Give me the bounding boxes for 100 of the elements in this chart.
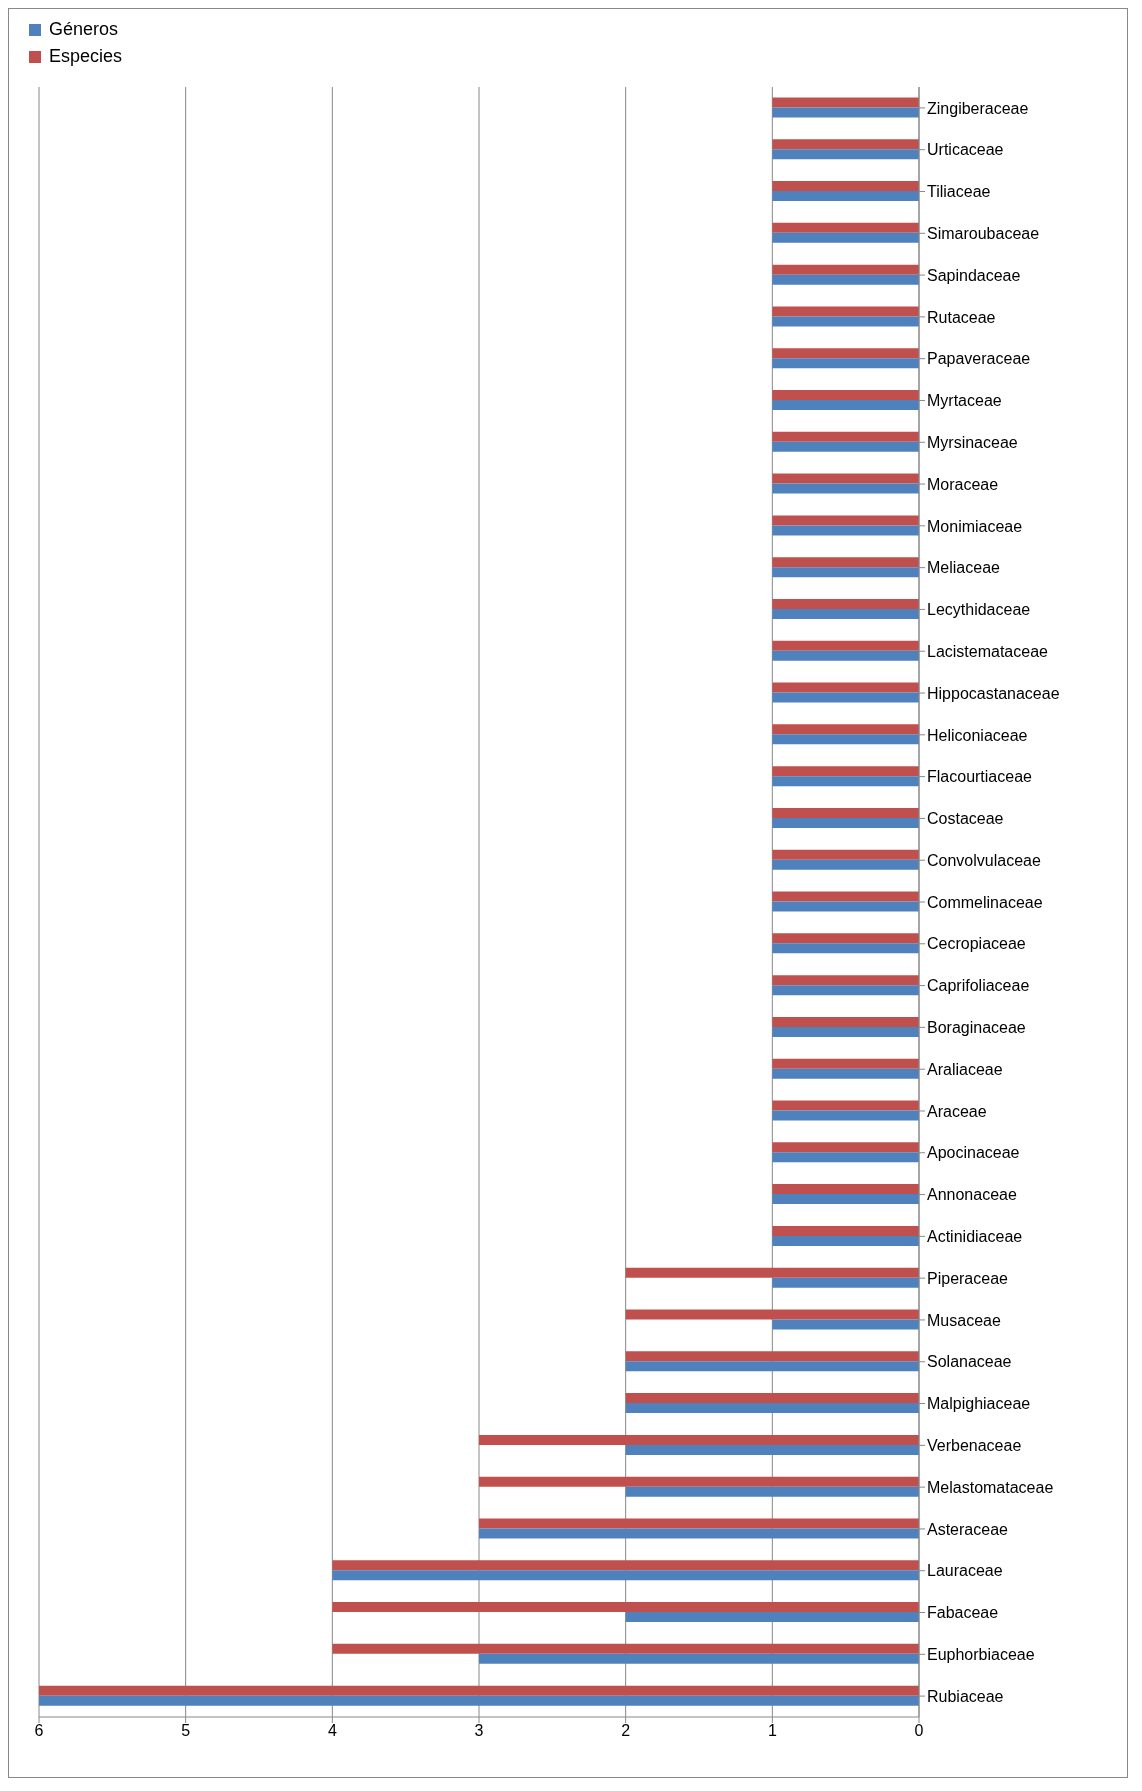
bar	[772, 682, 919, 693]
y-tick-label: Araceae	[927, 1102, 987, 1120]
bar	[772, 817, 919, 828]
y-tick-label: Melastomataceae	[927, 1478, 1054, 1496]
bar	[772, 1152, 919, 1163]
bar	[772, 274, 919, 285]
y-tick-label: Heliconiaceae	[927, 726, 1028, 744]
bar	[772, 807, 919, 818]
y-tick-label: Lauraceae	[927, 1562, 1003, 1580]
y-tick-label: Annonaceae	[927, 1186, 1017, 1204]
bar	[772, 776, 919, 787]
bar	[772, 1058, 919, 1069]
y-tick-label: Lecythidaceae	[927, 601, 1031, 619]
bar	[39, 1695, 919, 1706]
y-tick-label: Solanaceae	[927, 1353, 1012, 1371]
y-tick-label: Fabaceae	[927, 1604, 999, 1622]
bar	[772, 975, 919, 986]
y-tick-label: Urticaceae	[927, 141, 1004, 159]
bar	[625, 1444, 919, 1455]
bar	[772, 232, 919, 243]
y-tick-label: Malpighiaceae	[927, 1395, 1031, 1413]
bar	[772, 1184, 919, 1195]
y-tick-label: Tiliaceae	[927, 183, 991, 201]
y-tick-label: Zingiberaceae	[927, 99, 1029, 117]
bar	[772, 149, 919, 160]
bar	[772, 943, 919, 954]
y-tick-label: Cecropiaceae	[927, 935, 1026, 953]
bar	[772, 933, 919, 944]
y-tick-label: Araliaceae	[927, 1060, 1003, 1078]
bar	[772, 390, 919, 401]
y-tick-label: Piperaceae	[927, 1269, 1009, 1287]
bar	[772, 358, 919, 369]
bar	[772, 191, 919, 202]
bar	[772, 650, 919, 661]
bar	[625, 1403, 919, 1414]
y-tick-label: Caprifoliaceae	[927, 977, 1030, 995]
bar	[772, 1142, 919, 1153]
y-tick-label: Hippocastanaceae	[927, 684, 1060, 702]
y-tick-label: Verbenaceae	[927, 1437, 1022, 1455]
bar	[772, 107, 919, 118]
bar	[772, 1277, 919, 1288]
bar	[625, 1361, 919, 1372]
bar	[772, 97, 919, 108]
bar	[479, 1518, 919, 1529]
y-tick-label: Meliaceae	[927, 559, 1001, 577]
y-tick-label: Convolvulaceae	[927, 851, 1041, 869]
bar	[772, 985, 919, 996]
bar	[772, 859, 919, 870]
bar	[772, 441, 919, 452]
bar	[772, 734, 919, 745]
bar	[772, 316, 919, 327]
bar	[772, 431, 919, 442]
x-tick-label: 0	[914, 1722, 924, 1740]
bar	[772, 264, 919, 275]
bar	[772, 1110, 919, 1121]
y-tick-label: Actinidiaceae	[927, 1228, 1023, 1246]
y-tick-label: Papaveraceae	[927, 350, 1031, 368]
y-tick-label: Apocinaceae	[927, 1144, 1020, 1162]
y-tick-label: Commelinaceae	[927, 893, 1043, 911]
bar	[772, 692, 919, 703]
bar	[332, 1560, 919, 1571]
bar	[625, 1267, 919, 1278]
bar	[772, 222, 919, 233]
bar	[772, 1068, 919, 1079]
bar	[772, 724, 919, 735]
x-tick-label: 2	[621, 1722, 631, 1740]
x-tick-label: 6	[34, 1722, 44, 1740]
bar	[772, 1319, 919, 1330]
bar	[772, 348, 919, 359]
bar	[39, 1685, 919, 1696]
y-tick-label: Sapindaceae	[927, 266, 1021, 284]
bar	[479, 1434, 919, 1445]
bar	[479, 1528, 919, 1539]
bar	[772, 567, 919, 578]
bar	[772, 139, 919, 150]
y-tick-label: Costaceae	[927, 810, 1004, 828]
y-tick-label: Monimiaceae	[927, 517, 1023, 535]
bar	[479, 1653, 919, 1664]
y-tick-label: Musaceae	[927, 1311, 1001, 1329]
x-tick-label: 5	[181, 1722, 191, 1740]
bar	[625, 1351, 919, 1362]
bar	[625, 1612, 919, 1623]
y-tick-label: Rubiaceae	[927, 1687, 1004, 1705]
y-tick-label: Myrtaceae	[927, 392, 1002, 410]
x-tick-label: 4	[327, 1722, 337, 1740]
y-tick-label: Myrsinaceae	[927, 433, 1018, 451]
bar	[772, 1225, 919, 1236]
bar	[772, 1016, 919, 1027]
bar	[332, 1570, 919, 1581]
bar	[772, 1026, 919, 1037]
bar	[625, 1486, 919, 1497]
y-tick-label: Asteraceae	[927, 1520, 1009, 1538]
bar	[772, 598, 919, 609]
legend-label: Géneros	[49, 19, 119, 40]
bar	[772, 1100, 919, 1111]
y-tick-label: Euphorbiaceae	[927, 1645, 1035, 1663]
bar	[479, 1476, 919, 1487]
bar	[772, 557, 919, 568]
x-tick-label: 3	[474, 1722, 484, 1740]
y-tick-label: Flacourtiaceae	[927, 768, 1033, 786]
